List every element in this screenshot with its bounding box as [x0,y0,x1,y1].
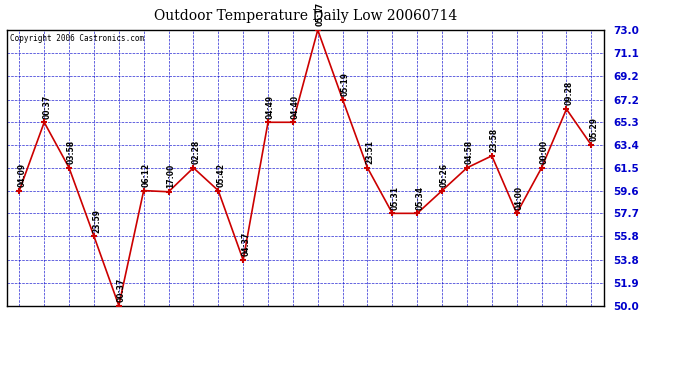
Text: 06/25: 06/25 [139,309,148,336]
Text: 06/20: 06/20 [14,309,24,336]
Text: 04:58: 04:58 [465,140,474,164]
Text: 06/26: 06/26 [164,309,173,336]
Text: 06:12: 06:12 [141,163,150,187]
Text: 07/03: 07/03 [338,309,347,336]
Text: 05:34: 05:34 [415,186,424,210]
Text: Copyright 2006 Castronics.com: Copyright 2006 Castronics.com [10,34,144,43]
Text: 06/24: 06/24 [115,309,124,336]
Text: 07/09: 07/09 [487,309,496,336]
Text: 06/27: 06/27 [189,309,198,336]
Text: 04:37: 04:37 [241,232,250,256]
Text: 07/10: 07/10 [512,309,521,336]
Text: 07/13: 07/13 [586,309,596,336]
Text: 00:00: 00:00 [540,140,549,164]
Text: 06/30: 06/30 [264,309,273,336]
Text: 07/05: 07/05 [388,309,397,336]
Text: 05:17: 05:17 [316,2,325,26]
Text: 05:26: 05:26 [440,163,449,187]
Text: 00:37: 00:37 [117,278,126,302]
Text: 04:00: 04:00 [515,186,524,210]
Text: 03:58: 03:58 [67,140,76,164]
Text: 07/01: 07/01 [288,309,297,336]
Text: 04:49: 04:49 [266,94,275,118]
Text: 05:19: 05:19 [341,72,350,96]
Text: 09:28: 09:28 [564,81,573,105]
Text: 06/23: 06/23 [90,309,99,336]
Text: 04:09: 04:09 [17,163,26,187]
Text: 05:29: 05:29 [589,117,598,141]
Text: 07/11: 07/11 [537,309,546,336]
Text: 07/08: 07/08 [462,309,471,336]
Text: 06/21: 06/21 [40,309,49,336]
Text: 07/07: 07/07 [437,309,446,336]
Text: 05:31: 05:31 [391,186,400,210]
Text: 05:42: 05:42 [216,163,225,187]
Text: 06/29: 06/29 [239,309,248,336]
Text: 06/22: 06/22 [65,309,74,336]
Text: 00:37: 00:37 [42,94,51,118]
Text: 06/28: 06/28 [214,309,223,336]
Text: 23:58: 23:58 [490,128,499,152]
Text: 23:59: 23:59 [92,209,101,232]
Text: 02:28: 02:28 [191,140,200,164]
Text: 23:51: 23:51 [366,140,375,164]
Text: 07/04: 07/04 [363,309,372,336]
Text: 07/02: 07/02 [313,309,322,336]
Text: 07/06: 07/06 [413,309,422,336]
Text: 17:00: 17:00 [166,164,175,188]
Text: Outdoor Temperature Daily Low 20060714: Outdoor Temperature Daily Low 20060714 [154,9,457,23]
Text: 07/12: 07/12 [562,309,571,336]
Text: 04:40: 04:40 [291,94,300,118]
